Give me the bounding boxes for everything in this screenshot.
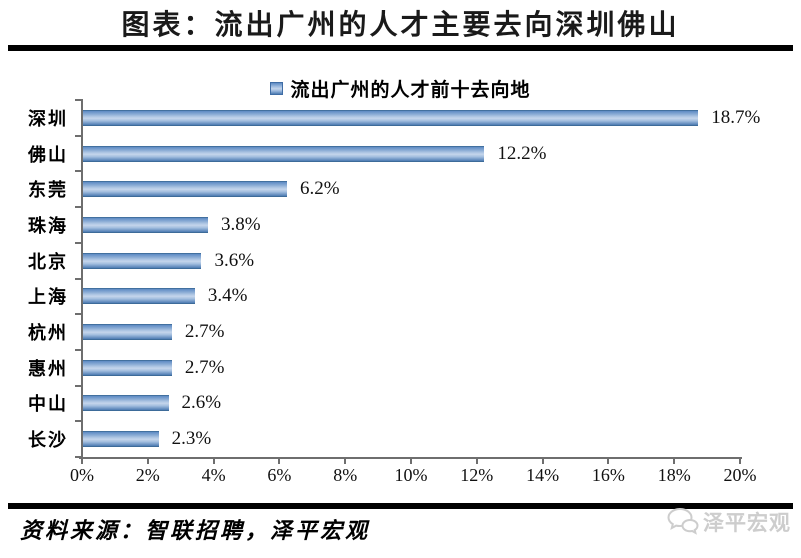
x-tick [146, 459, 149, 464]
x-tick-label: 18% [657, 465, 691, 485]
title-divider [8, 45, 793, 51]
category-label: 上海 [28, 287, 68, 308]
y-tick [75, 241, 81, 244]
category-label: 深圳 [28, 108, 68, 129]
x-tick-label: 6% [267, 465, 292, 485]
legend-marker-icon [270, 81, 284, 95]
value-label: 12.2% [497, 142, 547, 164]
bar [83, 216, 209, 233]
x-tick-label: 4% [201, 465, 226, 485]
x-tick [212, 459, 215, 464]
x-tick [475, 459, 478, 464]
y-tick [75, 206, 81, 209]
x-tick-label: 20% [723, 465, 757, 485]
bar [83, 109, 699, 126]
y-axis [81, 99, 83, 459]
bar [83, 288, 195, 305]
y-tick [75, 134, 81, 137]
value-label: 2.7% [184, 356, 225, 378]
category-label: 佛山 [28, 144, 68, 165]
x-axis [79, 457, 742, 459]
bar [83, 324, 172, 341]
bar [83, 395, 169, 412]
footer-divider [8, 503, 793, 509]
x-tick [81, 459, 83, 464]
x-tick [673, 459, 676, 464]
source-note: 资料来源：智联招聘，泽平宏观 [20, 518, 371, 543]
category-label: 中山 [28, 394, 68, 415]
chart-title: 图表：流出广州的人才主要去向深圳佛山 [121, 10, 680, 41]
bar [83, 181, 287, 198]
legend: 流出广州的人才前十去向地 [0, 76, 801, 101]
x-tick [344, 459, 347, 464]
value-label: 3.4% [207, 285, 248, 307]
bar [83, 145, 485, 162]
watermark: 泽平宏观 [667, 507, 791, 537]
y-tick [75, 348, 81, 351]
legend-label: 流出广州的人才前十去向地 [290, 79, 531, 101]
x-tick-label: 10% [394, 465, 428, 485]
y-tick [75, 170, 81, 173]
x-tick-label: 12% [460, 465, 494, 485]
bar [83, 431, 159, 448]
y-tick [75, 420, 81, 423]
category-label: 杭州 [28, 323, 68, 344]
watermark-label: 泽平宏观 [703, 511, 791, 535]
bar [83, 252, 202, 269]
value-label: 2.3% [171, 428, 212, 450]
category-label: 东莞 [28, 180, 68, 201]
value-label: 3.6% [214, 249, 255, 271]
category-label: 惠州 [28, 358, 68, 379]
value-label: 18.7% [711, 106, 761, 128]
category-label: 北京 [28, 251, 68, 272]
value-label: 6.2% [299, 178, 340, 200]
x-tick-label: 14% [526, 465, 560, 485]
x-tick-label: 2% [135, 465, 160, 485]
category-label: 珠海 [28, 215, 68, 236]
chat-bubbles-icon [667, 507, 699, 535]
x-tick [410, 459, 412, 464]
y-tick [75, 384, 81, 387]
category-label: 长沙 [28, 430, 68, 451]
x-tick-label: 0% [70, 465, 94, 485]
x-tick-label: 16% [591, 465, 625, 485]
y-tick [75, 456, 81, 458]
y-tick [75, 277, 81, 280]
x-tick [739, 459, 741, 464]
value-label: 3.8% [221, 213, 261, 235]
x-tick-label: 8% [333, 465, 358, 485]
y-tick [75, 313, 81, 316]
x-tick [278, 459, 281, 464]
value-label: 2.6% [181, 392, 222, 414]
bar [83, 359, 172, 376]
x-tick [541, 459, 544, 464]
x-tick [607, 459, 610, 464]
value-label: 2.7% [184, 321, 225, 343]
y-tick [75, 99, 81, 101]
